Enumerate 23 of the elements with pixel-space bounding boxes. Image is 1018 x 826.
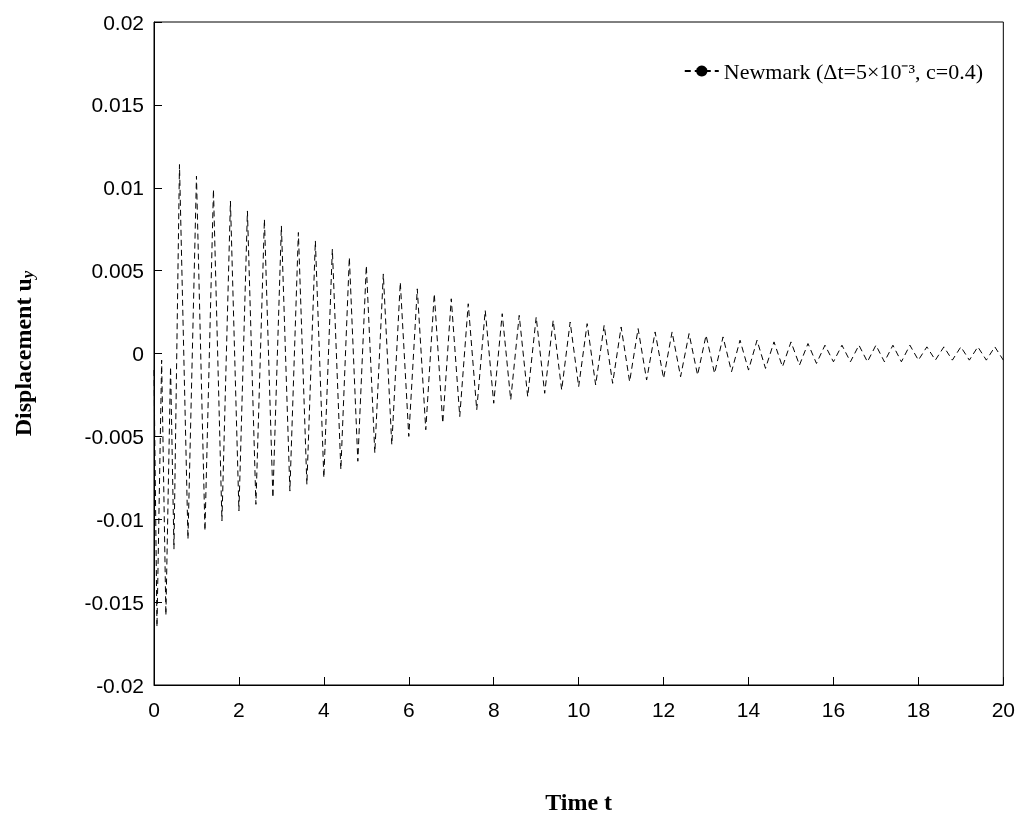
x-tick-label: 12	[651, 698, 676, 721]
y-tick-label: 0.01	[103, 176, 144, 200]
y-tick-label: 0.005	[91, 259, 144, 283]
x-tick-label: 16	[821, 698, 846, 721]
x-tick-label: 14	[736, 698, 761, 721]
x-tick-label: 2	[233, 698, 245, 721]
x-tick-label: 4	[318, 698, 331, 721]
y-tick-label: -0.02	[96, 673, 144, 697]
x-axis-title: Time t	[545, 789, 613, 815]
y-tick-label: -0.015	[84, 590, 144, 614]
y-tick-label: -0.01	[96, 507, 144, 531]
y-tick-label: 0	[132, 342, 144, 365]
x-tick-label: 18	[906, 698, 931, 721]
y-tick-label: 0.02	[103, 10, 144, 34]
x-tick-label: 8	[487, 698, 500, 721]
legend-label: Newmark (Δt=5×10⁻³, c=0.4)	[723, 58, 984, 84]
x-tick-label: 6	[402, 698, 415, 721]
y-axis-title: Displacement uy	[9, 270, 37, 437]
x-tick-label: 10	[566, 698, 591, 721]
x-tick-label: 20	[991, 698, 1015, 721]
y-tick-label: -0.005	[84, 424, 144, 448]
x-tick-label: 0	[148, 698, 160, 721]
y-tick-label: 0.015	[91, 93, 144, 117]
